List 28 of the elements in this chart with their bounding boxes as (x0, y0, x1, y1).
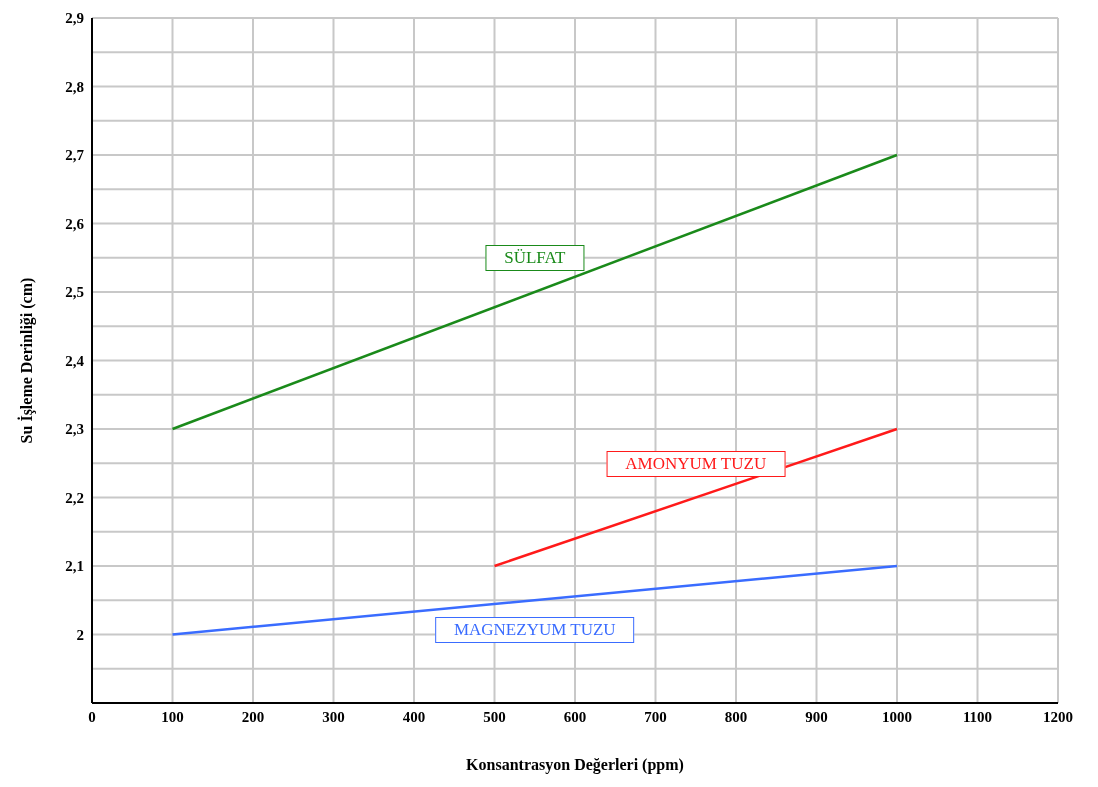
y-tick-label: 2,1 (65, 558, 84, 575)
x-tick-label: 100 (161, 708, 184, 725)
x-tick-label: 600 (563, 708, 587, 725)
x-tick-label: 900 (805, 708, 828, 725)
x-tick-label: 1200 (1043, 708, 1073, 725)
y-tick-label: 2,7 (65, 147, 85, 164)
series-label: AMONYUM TUZU (606, 450, 786, 477)
y-tick-label: 2,4 (65, 352, 85, 369)
x-tick-label: 700 (644, 708, 667, 725)
series-label: SÜLFAT (485, 245, 585, 271)
x-tick-label: 0 (88, 708, 96, 725)
x-tick-label: 500 (483, 708, 506, 725)
y-tick-label: 2,6 (65, 215, 85, 232)
x-tick-label: 1100 (962, 708, 993, 725)
x-tick-label: 1000 (882, 708, 912, 725)
series-label: MAGNEZYUM TUZU (434, 617, 635, 644)
x-tick-label: 300 (322, 708, 345, 725)
x-tick-label: 800 (724, 708, 748, 725)
y-axis-title: Su İşleme Derinliği (cm) (16, 277, 36, 444)
y-tick-label: 2,8 (65, 78, 84, 95)
y-tick-label: 2,3 (65, 421, 84, 438)
x-tick-label: 200 (241, 708, 265, 725)
y-tick-label: 2,5 (65, 284, 84, 301)
y-tick-label: 2,9 (65, 10, 84, 27)
y-tick-label: 2,2 (65, 489, 84, 506)
x-tick-label: 400 (402, 708, 426, 725)
y-tick-label: 2 (76, 626, 84, 643)
x-axis-title: Konsantrasyon Değerleri (ppm) (466, 756, 684, 774)
